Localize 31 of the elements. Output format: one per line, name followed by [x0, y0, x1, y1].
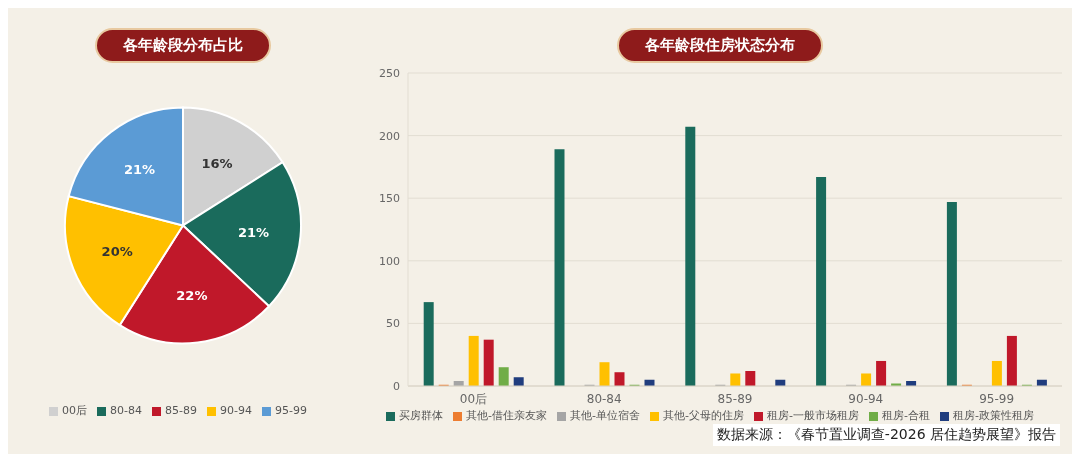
x-tick-label: 00后 [459, 391, 488, 406]
data-label: 20% [101, 244, 133, 260]
y-tick-label: 200 [379, 129, 400, 143]
y-tick-label: 0 [393, 379, 400, 393]
y-tick-label: 250 [379, 66, 400, 80]
legend-label: 其他-借住亲友家 [466, 409, 548, 422]
x-tick-label: 95-99 [979, 391, 1015, 406]
legend-label: 租房-合租 [881, 409, 930, 422]
data-label: 22% [176, 288, 208, 304]
data-label: 21% [124, 162, 156, 178]
data-label: 21% [237, 224, 270, 240]
y-tick-label: 50 [386, 317, 400, 331]
x-tick-label: 80-84 [586, 391, 622, 406]
x-tick-label: 85-89 [717, 391, 753, 406]
legend-label: 其他-父母的住房 [663, 409, 744, 422]
legend-label: 其他-单位宿舍 [570, 409, 641, 422]
legend-label: 00后 [62, 404, 88, 417]
y-tick-label: 100 [379, 254, 400, 268]
source-note: 数据来源：《春节置业调查-2026 居住趋势展望》报告 [716, 426, 1056, 444]
legend-label: 85-89 [165, 404, 197, 417]
chart-title: 各年龄段分布占比 [95, 28, 271, 63]
legend-label: 租房-一般市场租房 [767, 409, 859, 422]
legend-label: 95-99 [274, 404, 307, 417]
legend-label: 90-94 [220, 404, 252, 417]
legend-label: 80-84 [110, 404, 143, 417]
chart-title: 各年龄段住房状态分布 [617, 28, 823, 63]
x-tick-label: 90-94 [848, 391, 884, 406]
data-label: 16% [201, 155, 233, 171]
legend-label: 买房群体 [399, 409, 444, 422]
legend-label: 租房-政策性租房 [952, 409, 1034, 422]
y-tick-label: 150 [379, 192, 400, 206]
